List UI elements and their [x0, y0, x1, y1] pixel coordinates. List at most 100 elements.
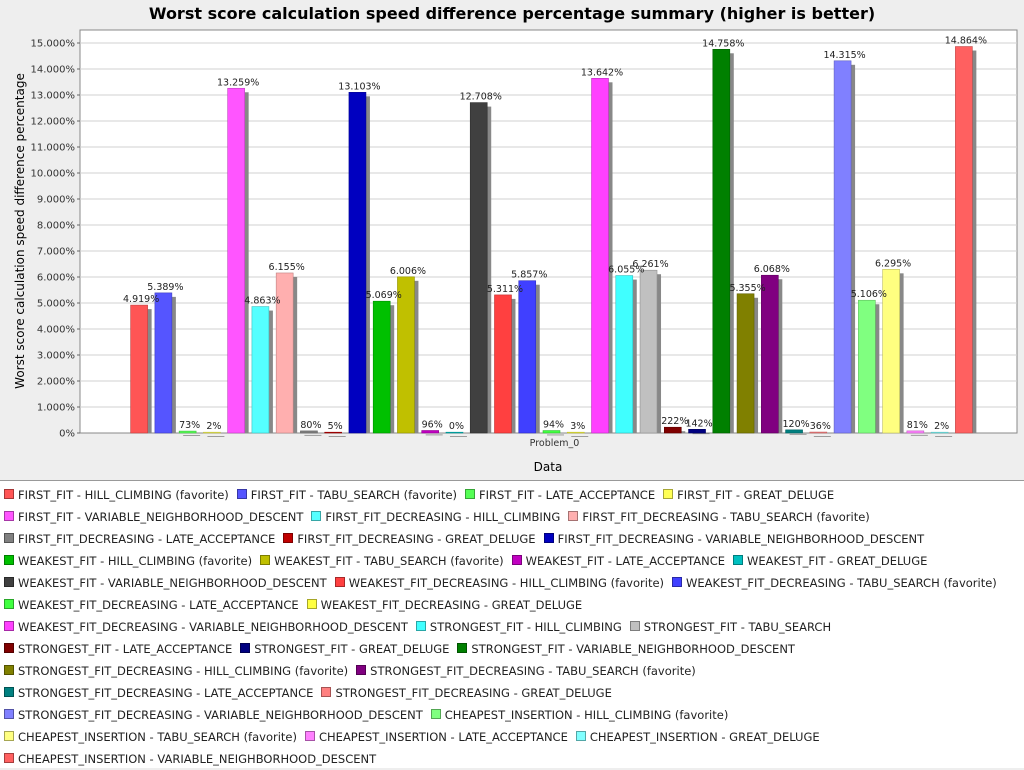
bar-shadow: [935, 436, 953, 437]
legend-item: STRONGEST_FIT - LATE_ACCEPTANCE: [4, 638, 232, 660]
y-tick-label: 12.000%: [31, 117, 76, 128]
bar: [324, 431, 342, 434]
data-label: 3%: [570, 421, 585, 432]
legend-label: WEAKEST_FIT - VARIABLE_NEIGHBORHOOD_DESC…: [18, 575, 327, 590]
data-label: 6.155%: [269, 262, 305, 273]
bar-shadow: [328, 436, 346, 437]
legend-label: WEAKEST_FIT_DECREASING - HILL_CLIMBING (…: [348, 575, 665, 590]
legend-label: FIRST_FIT_DECREASING - GREAT_DELUGE: [297, 531, 536, 546]
legend-label: STRONGEST_FIT - GREAT_DELUGE: [254, 641, 450, 656]
bar: [300, 430, 318, 434]
legend-label: CHEAPEST_INSERTION - GREAT_DELUGE: [589, 729, 820, 744]
legend-label: CHEAPEST_INSERTION - TABU_SEARCH (favori…: [18, 729, 297, 744]
y-tick-label: 4.000%: [37, 325, 75, 336]
legend-item: WEAKEST_FIT_DECREASING - VARIABLE_NEIGHB…: [4, 616, 408, 638]
data-label: 142%: [685, 418, 712, 429]
legend-swatch: [236, 489, 247, 499]
legend-item: CHEAPEST_INSERTION - LATE_ACCEPTANCE: [305, 726, 568, 748]
bar: [833, 60, 852, 434]
legend-swatch: [465, 489, 476, 499]
legend-row: STRONGEST_FIT_DECREASING - LATE_ACCEPTAN…: [4, 681, 1024, 703]
legend-label: FIRST_FIT - GREAT_DELUGE: [677, 487, 835, 502]
legend-label: WEAKEST_FIT_DECREASING - VARIABLE_NEIGHB…: [18, 619, 408, 634]
legend-item: FIRST_FIT_DECREASING - VARIABLE_NEIGHBOR…: [543, 528, 924, 550]
data-label: 14.758%: [702, 38, 744, 49]
bar: [858, 299, 876, 434]
legend-row: FIRST_FIT - VARIABLE_NEIGHBORHOOD_DESCEN…: [4, 505, 1024, 527]
data-label: 222%: [661, 416, 688, 427]
bar: [130, 304, 148, 434]
legend-item: WEAKEST_FIT - HILL_CLIMBING (favorite): [4, 550, 252, 572]
x-tick-label: Problem_0: [530, 438, 580, 449]
data-label: 80%: [300, 420, 321, 431]
bar: [348, 92, 367, 434]
data-label: 6.006%: [390, 266, 426, 277]
legend-label: STRONGEST_FIT_DECREASING - VARIABLE_NEIG…: [18, 707, 423, 722]
legend-label: WEAKEST_FIT - HILL_CLIMBING (favorite): [18, 553, 253, 568]
y-tick-label: 10.000%: [31, 169, 76, 180]
legend-item: CHEAPEST_INSERTION - GREAT_DELUGE: [575, 726, 820, 748]
legend-row: CHEAPEST_INSERTION - VARIABLE_NEIGHBORHO…: [4, 747, 1024, 769]
y-tick-label: 14.000%: [31, 65, 76, 76]
legend-row: WEAKEST_FIT - VARIABLE_NEIGHBORHOOD_DESC…: [4, 571, 1024, 593]
y-ticks: 0% 1.000% 2.000% 3.000% 4.000% 5.000% 6.000% 7.…: [31, 39, 80, 440]
bar-shadow: [789, 433, 807, 435]
legend-swatch: [629, 621, 640, 631]
y-tick-label: 5.000%: [37, 299, 75, 310]
legend-swatch: [4, 577, 14, 587]
legend-swatch: [511, 555, 522, 565]
data-label: 6.261%: [632, 259, 668, 270]
bar: [785, 429, 803, 434]
data-label: 36%: [810, 421, 831, 432]
legend-swatch: [568, 511, 579, 521]
bar-shadow: [571, 436, 589, 437]
legend-swatch: [240, 643, 251, 653]
bar-shadow: [425, 434, 443, 436]
y-tick-label: 7.000%: [37, 247, 75, 258]
legend-item: FIRST_FIT - LATE_ACCEPTANCE: [465, 484, 655, 506]
legend-swatch: [4, 489, 14, 499]
legend-swatch: [575, 731, 586, 741]
bar: [445, 431, 464, 434]
bar-shadow: [547, 434, 564, 436]
bar-shadow: [304, 434, 322, 436]
legend-swatch: [543, 533, 554, 543]
legend-swatch: [430, 709, 441, 719]
bar: [955, 46, 973, 434]
legend-item: STRONGEST_FIT_DECREASING - HILL_CLIMBING…: [4, 660, 348, 682]
bar: [809, 431, 828, 434]
data-label: 96%: [422, 420, 443, 431]
data-label: 4.919%: [123, 294, 159, 305]
legend-row: STRONGEST_FIT_DECREASING - HILL_CLIMBING…: [4, 659, 1024, 681]
legend-label: FIRST_FIT - TABU_SEARCH (favorite): [250, 487, 458, 502]
bar: [154, 292, 173, 434]
bar: [736, 293, 755, 434]
legend-label: WEAKEST_FIT_DECREASING - LATE_ACCEPTANCE: [18, 597, 299, 612]
data-label: 6.055%: [608, 265, 644, 276]
data-label: 13.103%: [338, 81, 380, 92]
data-label: 0%: [449, 421, 464, 432]
legend-item: CHEAPEST_INSERTION - TABU_SEARCH (favori…: [4, 726, 297, 748]
y-tick-label: 6.000%: [37, 273, 75, 284]
bar-shadow: [449, 436, 467, 437]
legend-item: WEAKEST_FIT_DECREASING - HILL_CLIMBING (…: [334, 572, 665, 594]
bar: [178, 430, 197, 434]
legend-swatch: [305, 731, 315, 741]
y-tick-label: 3.000%: [37, 351, 75, 362]
legend-row: WEAKEST_FIT_DECREASING - LATE_ACCEPTANCE…: [4, 593, 1024, 615]
bar: [203, 431, 221, 434]
data-label: 14.864%: [945, 36, 987, 47]
legend-swatch: [663, 489, 674, 499]
legend-label: STRONGEST_FIT_DECREASING - TABU_SEARCH (…: [370, 663, 696, 678]
legend-item: WEAKEST_FIT - VARIABLE_NEIGHBORHOOD_DESC…: [4, 572, 327, 594]
legend-swatch: [4, 621, 14, 631]
legend-item: STRONGEST_FIT_DECREASING - GREAT_DELUGE: [321, 682, 612, 704]
legend-swatch: [672, 577, 683, 587]
legend-item: STRONGEST_FIT_DECREASING - VARIABLE_NEIG…: [4, 704, 423, 726]
bar: [421, 430, 440, 434]
bar: [615, 275, 634, 434]
data-label: 6.068%: [754, 264, 790, 275]
bar-shadow: [183, 435, 201, 436]
legend-swatch: [733, 555, 744, 565]
bar: [251, 306, 270, 434]
